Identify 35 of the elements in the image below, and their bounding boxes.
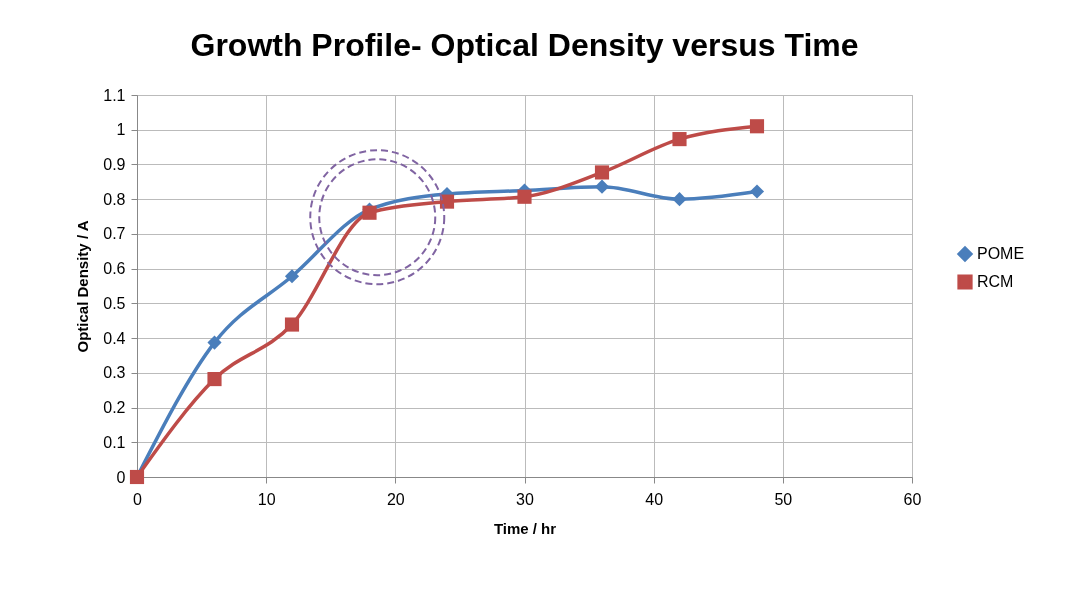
y-tick-label: 0.5 [103,294,126,312]
x-tick-label: 40 [645,490,664,508]
y-axis-title: Optical Density / A [74,220,92,353]
x-axis-title: Time / hr [493,519,557,537]
point [207,335,222,350]
y-tick-label: 0.8 [103,190,126,208]
legend-label: POME [977,245,1025,262]
y-tick-label: 0.9 [103,155,126,173]
point [517,189,532,204]
x-tick-label: 50 [774,490,793,508]
x-tick-label: 30 [516,490,534,508]
legend-label: RCM [977,273,1014,290]
x-tick-label: 0 [133,490,143,508]
chart-title: Growth Profile- Optical Density versus Time [190,27,859,63]
point [594,165,610,180]
y-tick-label: 0.6 [103,260,126,278]
y-tick-label: 0.7 [103,225,126,243]
point [672,192,687,207]
x-tick-label: 60 [903,490,922,508]
y-tick-label: 0.4 [103,329,126,347]
y-tick-label: 0.1 [103,433,126,451]
y-tick-label: 0 [116,468,126,486]
point [284,317,300,332]
point [284,269,300,284]
y-tick-label: 1.1 [103,86,126,104]
y-tick-label: 0.3 [103,364,126,382]
point [749,119,765,134]
point [672,132,687,147]
x-tick-label: 20 [386,490,405,508]
point [207,372,222,387]
point [594,179,610,194]
x-tick-label: 10 [257,490,276,508]
point [749,184,765,199]
y-tick-label: 1 [116,121,126,139]
y-tick-label: 0.2 [103,399,126,417]
